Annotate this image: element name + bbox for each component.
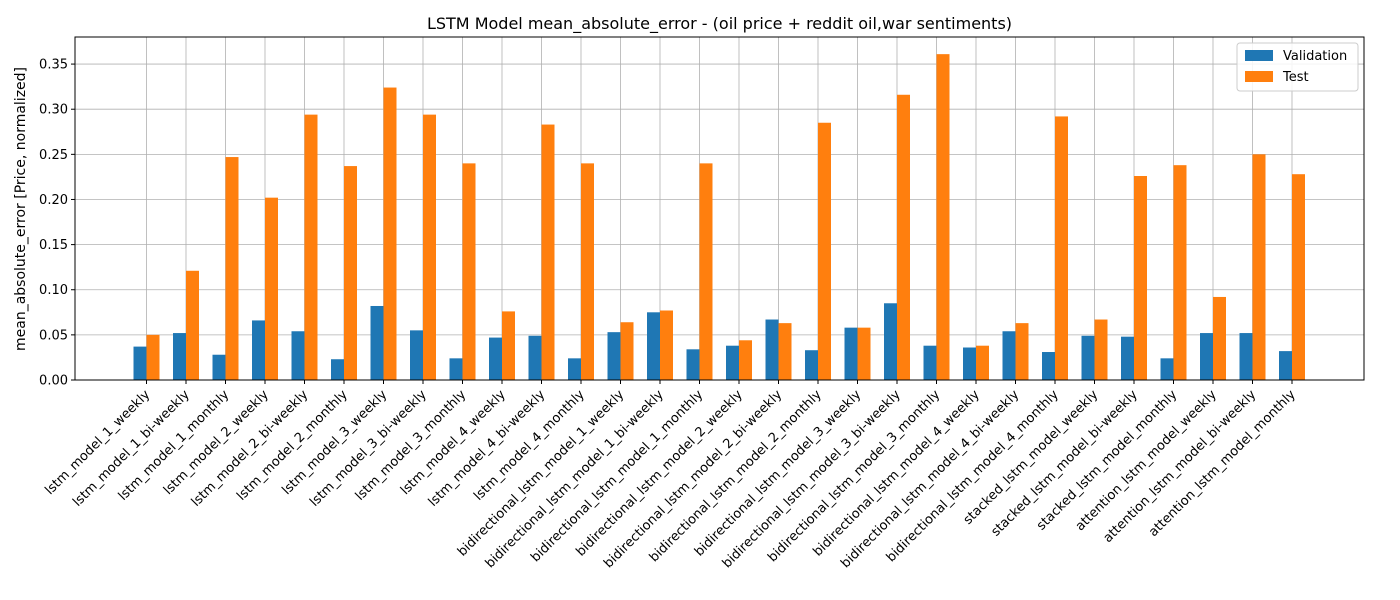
- validation-bar: [1239, 333, 1253, 380]
- test-bar: [265, 197, 278, 380]
- test-bar: [1213, 296, 1226, 380]
- y-axis-label: mean_absolute_error [Price, normalized]: [13, 67, 29, 351]
- test-bar: [225, 157, 239, 380]
- validation-bar: [489, 337, 502, 380]
- test-bar: [857, 327, 871, 380]
- y-tick-label: 0.35: [39, 58, 68, 73]
- validation-bar: [765, 319, 779, 380]
- validation-bar: [252, 320, 265, 380]
- x-axis: lstm_model_1_weeklylstm_model_1_bi-weekl…: [42, 380, 1299, 571]
- test-bar: [1015, 323, 1029, 380]
- test-bar: [1094, 319, 1108, 380]
- test-bar: [423, 114, 436, 380]
- test-bar: [739, 340, 752, 380]
- validation-bar: [568, 358, 581, 380]
- legend-swatch-test: [1245, 71, 1273, 82]
- y-tick-label: 0.05: [39, 328, 68, 343]
- legend-label-validation: Validation: [1283, 49, 1347, 64]
- validation-bar: [1002, 331, 1016, 380]
- validation-bar: [686, 349, 700, 380]
- bars: [133, 54, 1305, 381]
- test-bar: [186, 270, 199, 380]
- test-bar: [778, 323, 792, 380]
- validation-bar: [173, 333, 186, 380]
- test-bar: [541, 124, 555, 380]
- test-bar: [1134, 176, 1147, 380]
- chart-title: LSTM Model mean_absolute_error - (oil pr…: [427, 14, 1012, 34]
- test-bar: [502, 311, 515, 380]
- validation-bar: [805, 350, 818, 380]
- test-bar: [620, 322, 634, 380]
- y-tick-label: 0.00: [39, 374, 68, 389]
- validation-bar: [410, 330, 423, 380]
- y-tick-label: 0.10: [39, 283, 68, 298]
- validation-bar: [1042, 352, 1055, 380]
- validation-bar: [923, 345, 937, 380]
- test-bar: [146, 334, 160, 380]
- validation-bar: [1081, 335, 1095, 380]
- test-bar: [1292, 174, 1305, 380]
- y-tick-label: 0.25: [39, 148, 68, 163]
- test-bar: [976, 345, 989, 380]
- validation-bar: [1200, 333, 1213, 380]
- test-bar: [383, 87, 397, 381]
- test-bar: [818, 122, 831, 380]
- y-axis: 0.00 0.05 0.10 0.15 0.20 0.25 0.30 0.35: [39, 58, 75, 389]
- validation-bar: [607, 332, 621, 380]
- validation-bar: [884, 303, 897, 380]
- validation-bar: [1160, 358, 1174, 380]
- plot-frame: [74, 36, 1365, 381]
- validation-bar: [291, 331, 305, 380]
- test-bar: [344, 166, 357, 380]
- y-tick-label: 0.30: [39, 103, 68, 118]
- test-bar: [699, 163, 713, 380]
- test-bar: [897, 94, 910, 380]
- y-tick-label: 0.20: [39, 193, 68, 208]
- y-tick-label: 0.15: [39, 238, 68, 253]
- validation-bar: [1279, 351, 1292, 380]
- validation-bar: [331, 359, 344, 380]
- test-bar: [462, 163, 476, 380]
- validation-bar: [370, 305, 384, 380]
- validation-bar: [963, 347, 976, 380]
- test-bar: [1173, 165, 1187, 380]
- x-tick-label: attention_lstm_model_monthly: [1146, 387, 1299, 540]
- test-bar: [581, 163, 594, 380]
- test-bar: [1252, 154, 1266, 380]
- test-bar: [304, 114, 318, 380]
- validation-bar: [212, 354, 226, 380]
- validation-bar: [844, 327, 858, 380]
- validation-bar: [1121, 336, 1134, 380]
- legend: Validation Test: [1236, 42, 1359, 92]
- test-bar: [1055, 116, 1068, 380]
- test-bar: [660, 310, 673, 380]
- validation-bar: [726, 345, 739, 380]
- legend-label-test: Test: [1282, 70, 1309, 85]
- validation-bar: [449, 358, 463, 380]
- x-tick-label: attention_lstm_model_weekly: [1073, 387, 1220, 534]
- validation-bar: [133, 346, 147, 380]
- test-bar: [936, 54, 950, 381]
- validation-bar: [528, 335, 542, 380]
- legend-swatch-validation: [1245, 50, 1273, 61]
- validation-bar: [647, 312, 660, 380]
